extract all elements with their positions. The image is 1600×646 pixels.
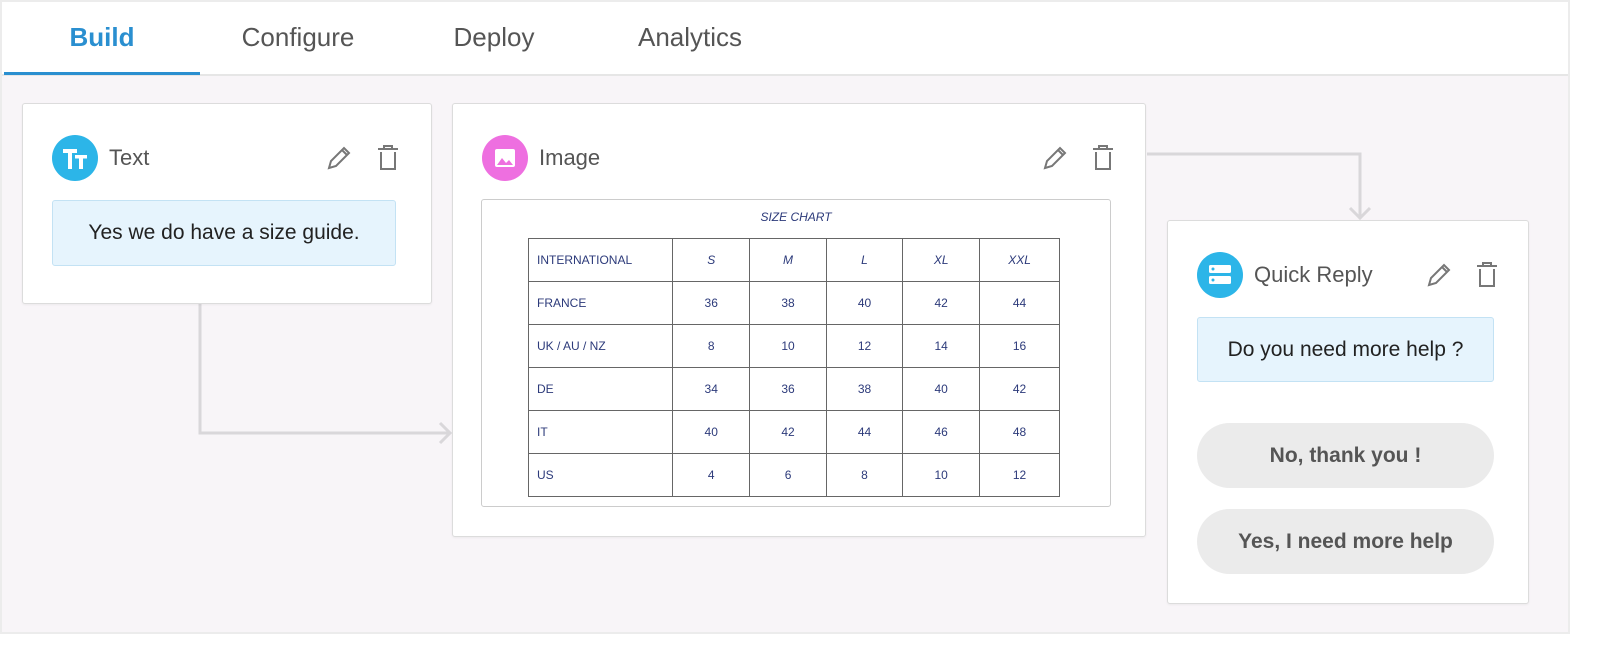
table-cell: UK / AU / NZ	[527, 324, 674, 368]
table-row: UK / AU / NZ 8 10 12 14 16	[527, 324, 1060, 368]
edit-button[interactable]	[325, 144, 353, 172]
flow-editor: Build Configure Deploy Analytics Text Yes w…	[0, 0, 1570, 634]
connectors	[198, 152, 1372, 445]
table-cell: 10	[749, 324, 827, 368]
tab[interactable]: Deploy	[453, 22, 535, 52]
edit-button[interactable]	[1425, 261, 1453, 289]
arrowhead	[438, 421, 453, 445]
table-cell: 48	[979, 410, 1060, 454]
table-cell: 12	[825, 324, 904, 368]
table-row: INTERNATIONAL S M L XL XXL	[527, 238, 1060, 282]
image-icon	[482, 135, 528, 181]
table-row: US 4 6 8 10 12	[527, 453, 1060, 497]
table-cell: XXL	[979, 238, 1060, 282]
table-cell: 42	[979, 367, 1060, 411]
table-cell: XL	[902, 238, 981, 282]
table-cell: S	[672, 238, 751, 282]
quick-reply-icon	[1197, 252, 1243, 298]
active-tab-indicator	[4, 72, 200, 75]
message-bubble: Yes we do have a size guide.	[52, 200, 396, 266]
table-cell: FRANCE	[527, 281, 674, 325]
table-cell: 40	[902, 367, 981, 411]
connector	[198, 304, 450, 435]
table-cell: M	[749, 238, 827, 282]
quick-reply-button[interactable]: No, thank you !	[1197, 423, 1494, 488]
table-cell: INTERNATIONAL	[527, 238, 674, 282]
table-cell: 34	[672, 367, 751, 411]
message-bubble: Do you need more help ?	[1197, 317, 1494, 382]
quick-reply-button[interactable]: Yes, I need more help	[1197, 509, 1494, 574]
table-cell: 14	[902, 324, 981, 368]
table-cell: 38	[749, 281, 827, 325]
table-cell: 12	[979, 453, 1060, 497]
table-cell: 40	[825, 281, 904, 325]
text-node[interactable]: Text Yes we do have a size guide.	[22, 103, 432, 304]
table-cell: 40	[672, 410, 751, 454]
tab[interactable]: Configure	[241, 22, 355, 52]
table-row: FRANCE 36 38 40 42 44	[527, 281, 1060, 325]
table-cell: 8	[672, 324, 751, 368]
table-cell: 4	[672, 453, 751, 497]
quick-reply-node[interactable]: Quick Reply Do you need more help ? No, …	[1167, 220, 1529, 604]
table-row: DE 34 36 38 40 42	[527, 367, 1060, 411]
arrowhead	[1348, 206, 1372, 221]
node-label: Quick Reply	[1254, 262, 1373, 287]
table-cell: 44	[825, 410, 904, 454]
table-cell: 46	[902, 410, 981, 454]
size-chart-title: SIZE CHART	[760, 210, 832, 224]
table-cell: IT	[527, 410, 674, 454]
tab[interactable]: Analytics	[637, 22, 743, 52]
edit-button[interactable]	[1041, 144, 1069, 172]
image-node[interactable]: Image SIZE CHART INTERNATIONAL S M L XL XXL FR…	[452, 103, 1146, 537]
size-chart-table: INTERNATIONAL S M L XL XXL FRANCE 36 38 40 42 44 UK …	[527, 238, 1060, 497]
table-cell: L	[825, 238, 904, 282]
image-preview: SIZE CHART INTERNATIONAL S M L XL XXL FRANCE 36…	[481, 199, 1111, 507]
table-cell: US	[527, 453, 674, 497]
table-cell: DE	[527, 367, 674, 411]
delete-button[interactable]	[1473, 261, 1501, 289]
table-cell: 6	[749, 453, 827, 497]
tab-bar: Build Configure Deploy Analytics	[2, 2, 1568, 76]
text-icon	[52, 135, 98, 181]
table-cell: 38	[825, 367, 904, 411]
table-cell: 16	[979, 324, 1060, 368]
table-cell: 10	[902, 453, 981, 497]
delete-button[interactable]	[1089, 144, 1117, 172]
table-row: IT 40 42 44 46 48	[527, 410, 1060, 454]
table-cell: 42	[749, 410, 827, 454]
connector	[1147, 152, 1362, 218]
delete-button[interactable]	[374, 144, 402, 172]
table-cell: 36	[749, 367, 827, 411]
table-cell: 36	[672, 281, 751, 325]
node-label: Text	[109, 145, 150, 170]
node-label: Image	[539, 145, 601, 170]
tab[interactable]: Build	[69, 22, 135, 52]
table-cell: 44	[979, 281, 1060, 325]
table-cell: 42	[902, 281, 981, 325]
table-cell: 8	[825, 453, 904, 497]
